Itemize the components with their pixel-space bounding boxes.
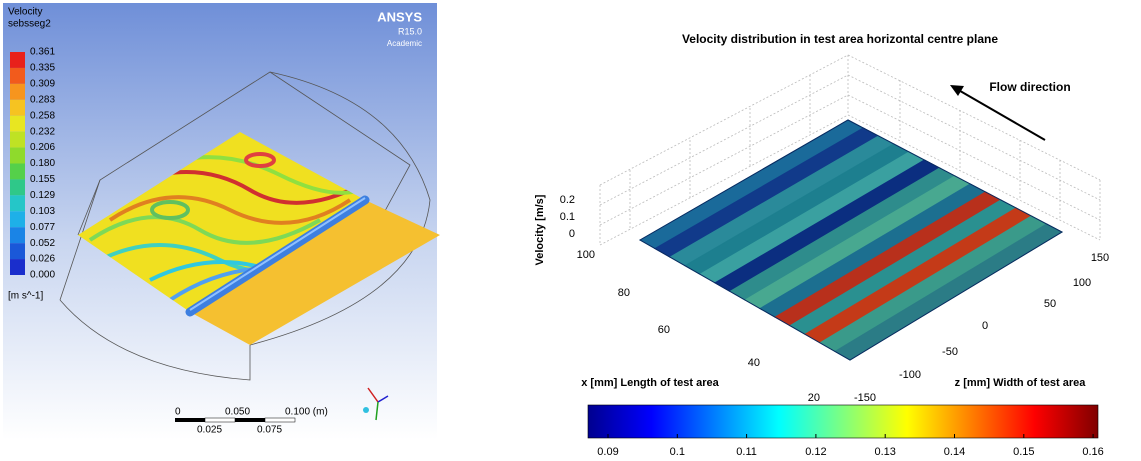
z-tick-label: 50 <box>1044 298 1056 310</box>
x-tick-label: 20 <box>808 392 820 404</box>
scale-label: 0 <box>175 407 181 418</box>
x-tick-label: 60 <box>658 324 670 336</box>
legend-units: [m s^-1] <box>8 291 43 302</box>
velocity-axis-label: Velocity [m/s] <box>534 194 546 265</box>
contour-plane <box>78 132 365 312</box>
legend-level: 0.361 <box>30 47 55 58</box>
z-tick-label: -50 <box>942 346 958 358</box>
legend-level: 0.129 <box>30 190 55 201</box>
z-tick-label: -100 <box>899 369 921 381</box>
legend-swatch <box>10 99 25 116</box>
flow-arrowhead <box>950 85 964 96</box>
legend-variable: sebsseg2 <box>8 19 51 30</box>
legend-swatch <box>10 83 25 100</box>
legend-swatch <box>10 163 25 180</box>
x-tick-label: 40 <box>748 357 760 369</box>
version: R15.0 <box>398 26 422 36</box>
axis-triad <box>363 387 389 421</box>
brand: ANSYS <box>377 9 422 24</box>
z-tick-label: 0 <box>982 320 988 332</box>
legend-swatch <box>10 52 25 68</box>
pipe-highlight <box>189 197 366 311</box>
z-tick-label: 150 <box>1091 252 1109 264</box>
legend-level: 0.077 <box>30 222 55 233</box>
legend-level: 0.103 <box>30 206 55 217</box>
z-tick-label: -150 <box>854 392 876 404</box>
scale-label: 0.025 <box>197 425 222 436</box>
pipe <box>185 195 370 317</box>
colorbar-tick-label: 0.15 <box>1013 446 1034 458</box>
surface <box>638 119 1064 361</box>
velocity-tick-label: 0.2 <box>560 194 575 206</box>
colorbar-tick-label: 0.13 <box>874 446 895 458</box>
legend-swatch <box>10 131 25 148</box>
legend-level: 0.026 <box>30 254 55 265</box>
surface-edge <box>638 119 1064 361</box>
domain-outline <box>59 71 431 381</box>
legend-level: 0.232 <box>30 126 55 137</box>
cfd-panel: 0.361 0.335 0.309 0.283 0.258 0.232 0.206 0.180… <box>3 3 440 440</box>
scale-label: 0.050 <box>225 407 250 418</box>
x-tick-label: 80 <box>618 287 630 299</box>
legend-level: 0.335 <box>30 63 55 74</box>
colorbar-tick-label: 0.09 <box>597 446 618 458</box>
legend-level: 0.309 <box>30 78 55 89</box>
colorbar-tick-label: 0.12 <box>805 446 826 458</box>
scale-bar <box>175 417 296 423</box>
z-tick-label: 100 <box>1073 277 1091 289</box>
legend-swatch <box>10 259 25 275</box>
legend-level: 0.258 <box>30 110 55 121</box>
scale-label: 0.075 <box>257 425 282 436</box>
legend-swatch <box>10 211 25 228</box>
annotation: Flow direction <box>989 80 1070 94</box>
legend-level: 0.000 <box>30 270 55 281</box>
legend-level: 0.052 <box>30 238 55 249</box>
legend-title: Velocity <box>8 7 42 18</box>
legend-level: 0.180 <box>30 158 55 169</box>
legend-colorbar: 0.361 0.335 0.309 0.283 0.258 0.232 0.206 0.180… <box>10 47 55 281</box>
downstream-plane <box>190 200 440 345</box>
colorbar-tick-label: 0.16 <box>1082 446 1103 458</box>
surface-panel: Velocity distribution in test area horiz… <box>534 32 1109 458</box>
plot-title: Velocity distribution in test area horiz… <box>682 32 998 46</box>
legend-swatch <box>10 179 25 196</box>
axes-box <box>599 54 1101 246</box>
velocity-tick-label: 0.1 <box>560 211 575 223</box>
scale-label: 0.100 (m) <box>285 407 328 418</box>
legend-swatch <box>10 243 25 260</box>
velocity-tick-label: 0 <box>569 228 575 240</box>
legend-swatch <box>10 115 25 132</box>
z-axis-label: z [mm] Width of test area <box>955 377 1087 389</box>
legend-swatch <box>10 147 25 164</box>
colorbar-tick-label: 0.14 <box>944 446 965 458</box>
legend-swatch <box>10 67 25 84</box>
legend-level: 0.155 <box>30 174 55 185</box>
legend-swatch <box>10 227 25 244</box>
legend-swatch <box>10 195 25 212</box>
edition: Academic <box>387 39 422 48</box>
x-tick-label: 100 <box>577 249 595 261</box>
colorbar-tick-label: 0.11 <box>736 446 757 458</box>
x-axis-label: x [mm] Length of test area <box>581 377 719 389</box>
legend-level: 0.283 <box>30 94 55 105</box>
colorbar <box>587 404 1099 439</box>
legend-level: 0.206 <box>30 142 55 153</box>
colorbar-tick-label: 0.1 <box>670 446 685 458</box>
flow-arrow <box>954 87 1046 141</box>
